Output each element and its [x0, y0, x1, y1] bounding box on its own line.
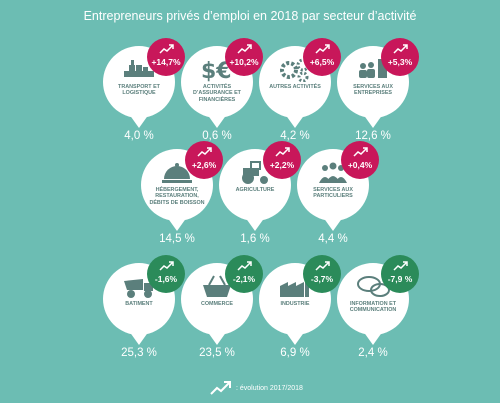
- trend-arrow-icon: [197, 147, 212, 157]
- trend-arrow-icon: [275, 147, 290, 157]
- evolution-value: -3,7%: [310, 274, 334, 284]
- sector-card: Autres activités +6,5% 4,2 %: [259, 38, 341, 142]
- evolution-value: +10,2%: [229, 57, 259, 67]
- sector-label: Transport et logistique: [118, 84, 160, 97]
- evolution-badge: +5,3%: [381, 38, 419, 76]
- evolution-value: +5,3%: [387, 57, 413, 67]
- sector-share: 12,6 %: [355, 130, 391, 142]
- evolution-value: -7,9 %: [387, 274, 413, 284]
- trend-arrow-icon: [237, 261, 252, 271]
- legend-text: : évolution 2017/2018: [236, 385, 303, 392]
- evolution-badge: +14,7%: [147, 38, 185, 76]
- trend-arrow-icon: [315, 261, 330, 271]
- sector-card: $€ Activités d’assurance et financières +1…: [181, 38, 263, 142]
- trend-arrow-icon: [393, 261, 408, 271]
- sector-card: Agriculture +2,2% 1,6 %: [219, 141, 301, 245]
- sector-share: 25,3 %: [121, 347, 157, 359]
- trend-arrow-icon: [210, 381, 231, 395]
- sector-card: Industrie -3,7% 6,9 %: [259, 255, 341, 359]
- sector-label: Information et communication: [349, 301, 397, 314]
- sector-label: Activités d’assurance et financières: [193, 84, 241, 103]
- sector-share: 23,5 %: [199, 347, 235, 359]
- sector-card: Services aux particuliers +0,4% 4,4 %: [297, 141, 379, 245]
- sector-card: Batiment -1,6% 25,3 %: [103, 255, 185, 359]
- sector-card: Information et communication -7,9 % 2,4 %: [337, 255, 419, 359]
- tractor-icon: [242, 161, 268, 184]
- sector-label: Services aux particuliers: [313, 187, 353, 200]
- page-title: Entrepreneurs privés d’emploi en 2018 pa…: [83, 9, 417, 23]
- people-icon: [319, 162, 347, 183]
- legend: : évolution 2017/2018: [210, 380, 330, 398]
- sector-label: Autres activités: [269, 84, 321, 90]
- evolution-value: +2,2%: [269, 160, 295, 170]
- sector-share: 1,6 %: [240, 233, 270, 245]
- sector-card: Commerce -2,1% 23,5 %: [181, 255, 263, 359]
- sector-share: 4,0 %: [124, 130, 154, 142]
- evolution-value: -1,6%: [154, 274, 178, 284]
- basket-icon: [203, 275, 231, 297]
- evolution-value: +6,5%: [309, 57, 335, 67]
- sector-label: Services aux entreprises: [353, 84, 393, 97]
- sector-label: Hébergement, restauration, débits de boi…: [149, 187, 205, 206]
- evolution-badge: +2,6%: [185, 141, 223, 179]
- evolution-value: +14,7%: [151, 57, 181, 67]
- evolution-value: +2,6%: [191, 160, 217, 170]
- evolution-value: +0,4%: [347, 160, 373, 170]
- evolution-badge: +10,2%: [225, 38, 263, 76]
- sector-share: 14,5 %: [159, 233, 195, 245]
- trend-arrow-icon: [159, 44, 174, 54]
- sector-share: 4,4 %: [318, 233, 348, 245]
- sector-label: Agriculture: [235, 187, 275, 193]
- evolution-value: -2,1%: [232, 274, 256, 284]
- business-people-icon: [359, 59, 387, 78]
- trend-arrow-icon: [393, 44, 408, 54]
- evolution-badge: -7,9 %: [381, 255, 419, 293]
- sector-label: Batiment: [125, 301, 153, 307]
- sector-share: 2,4 %: [358, 347, 388, 359]
- sector-share: 6,9 %: [280, 347, 310, 359]
- trend-arrow-icon: [315, 44, 330, 54]
- sector-share: 4,2 %: [280, 130, 310, 142]
- currency-icon: $€: [201, 59, 232, 82]
- evolution-badge: -3,7%: [303, 255, 341, 293]
- trend-arrow-icon: [353, 147, 368, 157]
- sector-card: Hébergement, restauration, débits de boi…: [141, 141, 223, 245]
- ship-icon: [124, 60, 154, 77]
- evolution-badge: +2,2%: [263, 141, 301, 179]
- dump-truck-icon: [124, 279, 153, 298]
- evolution-badge: +0,4%: [341, 141, 379, 179]
- svg-text:$€: $€: [201, 59, 232, 82]
- sector-label: Commerce: [200, 301, 234, 307]
- sector-share: 0,6 %: [202, 130, 232, 142]
- evolution-badge: -1,6%: [147, 255, 185, 293]
- sector-card: Services aux entreprises +5,3% 12,6 %: [337, 38, 419, 142]
- evolution-badge: +6,5%: [303, 38, 341, 76]
- sector-card: Transport et logistique +14,7% 4,0 %: [103, 38, 185, 142]
- evolution-badge: -2,1%: [225, 255, 263, 293]
- dish-icon: [162, 163, 192, 183]
- trend-arrow-icon: [159, 261, 174, 271]
- trend-arrow-icon: [237, 44, 252, 54]
- sector-label: Industrie: [280, 301, 310, 307]
